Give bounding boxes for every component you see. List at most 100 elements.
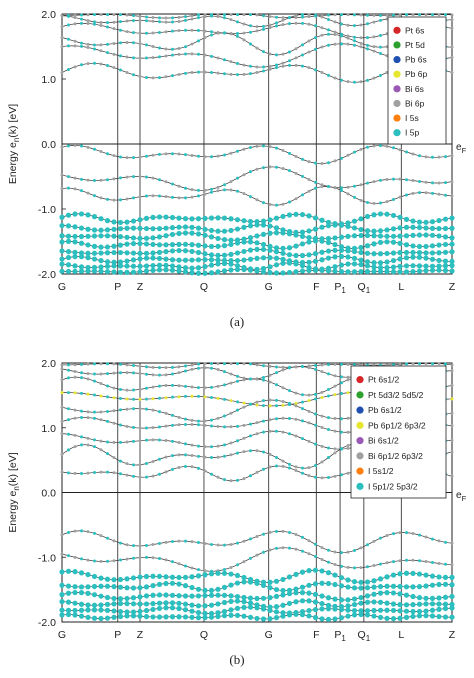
band-point bbox=[65, 568, 72, 574]
band-point bbox=[112, 421, 116, 425]
band-point bbox=[86, 145, 90, 149]
band-point bbox=[163, 225, 169, 231]
band-point bbox=[332, 616, 338, 622]
band-point bbox=[372, 20, 376, 24]
band-point bbox=[249, 64, 252, 68]
band-point bbox=[327, 560, 330, 564]
band-point bbox=[189, 248, 195, 255]
band-point bbox=[73, 555, 77, 559]
band-point bbox=[275, 529, 278, 533]
band-point bbox=[158, 457, 161, 461]
band-point bbox=[299, 612, 306, 618]
band-point bbox=[262, 399, 265, 403]
band-point bbox=[228, 267, 234, 273]
band-point bbox=[371, 251, 377, 257]
band-point bbox=[208, 270, 215, 276]
band-point bbox=[60, 145, 64, 149]
band-point bbox=[314, 555, 317, 559]
band-point bbox=[60, 378, 64, 382]
band-point bbox=[73, 363, 77, 367]
band-point bbox=[327, 363, 330, 367]
band-point bbox=[275, 15, 278, 19]
band-point bbox=[223, 58, 226, 62]
band-point bbox=[372, 76, 376, 80]
band-point bbox=[150, 583, 156, 589]
band-point bbox=[372, 49, 376, 53]
band-point bbox=[449, 582, 455, 588]
k-point-label: Q1 bbox=[358, 629, 371, 643]
band-point bbox=[449, 235, 455, 241]
band-point bbox=[320, 557, 324, 561]
band-point bbox=[119, 54, 122, 58]
band-point bbox=[223, 13, 226, 17]
band-point bbox=[93, 438, 96, 442]
band-point bbox=[423, 595, 429, 601]
band-point bbox=[268, 15, 272, 19]
band-point bbox=[106, 410, 109, 414]
band-point bbox=[223, 362, 226, 366]
k-point-label-main: G bbox=[265, 281, 273, 293]
band-point bbox=[124, 250, 130, 256]
band-point bbox=[423, 613, 429, 619]
band-point bbox=[72, 233, 78, 240]
band-point bbox=[403, 242, 410, 248]
band-point bbox=[150, 214, 156, 220]
band-point bbox=[111, 259, 117, 265]
band-point bbox=[177, 384, 181, 388]
band-point bbox=[293, 261, 299, 267]
k-point-label: G bbox=[58, 281, 66, 293]
band-point bbox=[338, 244, 345, 250]
band-point bbox=[65, 223, 72, 229]
band-point bbox=[275, 53, 278, 57]
band-point bbox=[208, 262, 215, 268]
band-point bbox=[203, 542, 207, 546]
band-point bbox=[67, 23, 70, 27]
band-point bbox=[371, 260, 377, 266]
band-point bbox=[379, 536, 382, 540]
band-point bbox=[325, 606, 332, 612]
band-point bbox=[410, 254, 416, 260]
band-point bbox=[130, 269, 137, 275]
band-point bbox=[267, 243, 273, 249]
band-point bbox=[169, 242, 176, 248]
band-point bbox=[223, 16, 226, 20]
band-point bbox=[410, 232, 416, 238]
band-point bbox=[80, 189, 83, 193]
band-point bbox=[449, 605, 455, 611]
band-point bbox=[403, 602, 410, 608]
band-point bbox=[138, 387, 142, 391]
band-point bbox=[80, 409, 83, 413]
y-tick-label: 2.0 bbox=[41, 358, 56, 370]
band-point bbox=[117, 249, 124, 256]
band-point bbox=[73, 44, 77, 48]
band-point bbox=[377, 265, 384, 271]
band-point bbox=[333, 30, 337, 34]
band-point bbox=[436, 606, 442, 612]
band-point bbox=[190, 418, 194, 422]
band-point bbox=[333, 447, 337, 451]
band-point bbox=[280, 602, 286, 608]
band-point bbox=[163, 249, 169, 255]
band-point bbox=[249, 434, 252, 438]
band-point bbox=[112, 20, 116, 24]
band-point bbox=[267, 264, 273, 270]
band-point bbox=[390, 616, 397, 622]
band-point bbox=[403, 216, 410, 222]
band-point bbox=[262, 65, 265, 69]
band-point bbox=[299, 598, 306, 604]
band-point bbox=[106, 395, 109, 399]
band-point bbox=[325, 223, 332, 229]
band-point bbox=[358, 226, 364, 233]
band-point bbox=[372, 201, 376, 205]
band-point bbox=[130, 240, 137, 247]
band-point bbox=[390, 601, 397, 607]
band-point bbox=[359, 183, 363, 187]
band-point bbox=[327, 43, 330, 47]
band-point bbox=[403, 269, 410, 275]
band-point bbox=[215, 215, 221, 221]
band-point bbox=[190, 363, 194, 367]
k-point-label: L bbox=[398, 281, 404, 293]
band-point bbox=[80, 371, 83, 375]
band-point bbox=[73, 529, 77, 533]
band-point bbox=[255, 13, 259, 17]
